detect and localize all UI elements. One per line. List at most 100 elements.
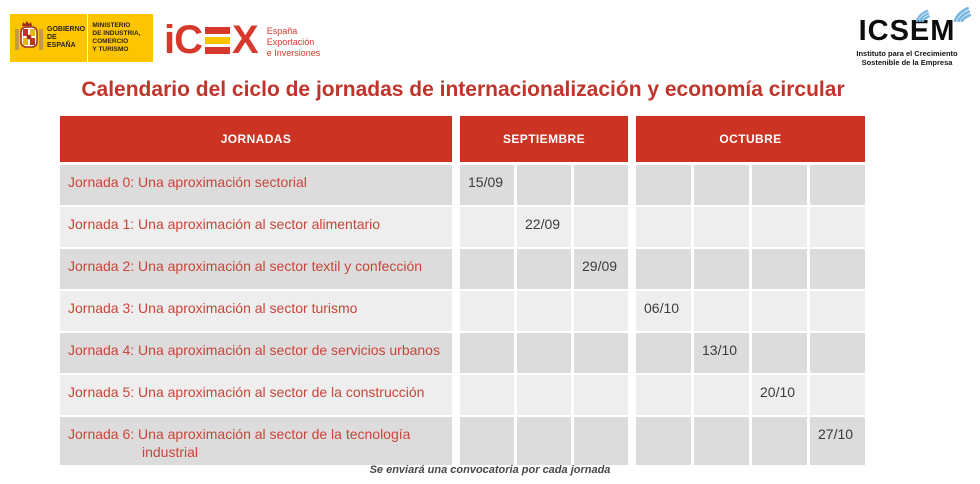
- date-cell: [636, 375, 691, 415]
- icex-tagline-line3: e Inversiones: [266, 48, 321, 58]
- date-cell: [460, 417, 514, 465]
- date-cell: [460, 375, 514, 415]
- date-cell: [694, 291, 749, 331]
- date-cell: [517, 249, 571, 289]
- icex-wordmark: iC X: [164, 18, 259, 62]
- jornada-label-text: Jornada 4: Una aproximación al sector de…: [68, 342, 440, 358]
- table-header-septiembre: SEPTIEMBRE: [460, 116, 628, 162]
- date-cell: [694, 375, 749, 415]
- jornada-label-text: Jornada 0: Una aproximación sectorial: [68, 174, 307, 190]
- icsem-subtitle: Instituto para el Crecimiento Sostenible…: [838, 49, 976, 67]
- icex-letter-x: X: [232, 18, 259, 62]
- jornada-label: Jornada 2: Una aproximación al sector te…: [60, 249, 452, 289]
- date-cell: [752, 165, 807, 205]
- date-cell: [752, 207, 807, 247]
- icex-logo: iC X España Exportación e Inversiones: [164, 18, 321, 62]
- jornada-label-text: Jornada 3: Una aproximación al sector tu…: [68, 300, 358, 316]
- spain-coat-of-arms-icon: [15, 21, 43, 50]
- date-cell: [636, 207, 691, 247]
- date-cell: [517, 417, 571, 465]
- icsem-logo: ICSEM Instituto para el Crecimiento Sost…: [838, 7, 976, 67]
- date-cell: [574, 165, 628, 205]
- table-row: Jornada 4: Una aproximación al sector de…: [60, 333, 865, 373]
- date-cell: 13/10: [694, 333, 749, 373]
- jornada-label-text: Jornada 1: Una aproximación al sector al…: [68, 216, 381, 232]
- icex-tagline-line2: Exportación: [266, 37, 315, 47]
- date-cell: 06/10: [636, 291, 691, 331]
- date-cell: [810, 165, 865, 205]
- date-cell: [694, 249, 749, 289]
- icsem-subtitle-line2: Sostenible de la Empresa: [861, 58, 953, 67]
- date-cell: 27/10: [810, 417, 865, 465]
- wing-icon: [954, 7, 972, 22]
- date-cell: 20/10: [752, 375, 807, 415]
- date-cell: [574, 333, 628, 373]
- icsem-wordmark: ICSEM: [858, 7, 972, 47]
- jornada-label: Jornada 1: Una aproximación al sector al…: [60, 207, 452, 247]
- date-cell: [810, 249, 865, 289]
- date-cell: [636, 165, 691, 205]
- date-cell: [694, 165, 749, 205]
- icex-flag-bars-icon: [205, 27, 230, 54]
- icex-tagline: España Exportación e Inversiones: [267, 26, 321, 59]
- date-cell: [810, 207, 865, 247]
- jornada-label: Jornada 4: Una aproximación al sector de…: [60, 333, 452, 373]
- table-header-row: JORNADAS SEPTIEMBRE OCTUBRE: [60, 116, 865, 162]
- date-cell: [460, 333, 514, 373]
- jornada-label-text: Jornada 6: Una aproximación al sector de…: [68, 426, 411, 460]
- table-row: Jornada 2: Una aproximación al sector te…: [60, 249, 865, 289]
- calendar-table: JORNADAS SEPTIEMBRE OCTUBRE Jornada 0: U…: [60, 116, 865, 467]
- table-row: Jornada 0: Una aproximación sectorial 15…: [60, 165, 865, 205]
- date-cell: [574, 417, 628, 465]
- jornada-label: Jornada 3: Una aproximación al sector tu…: [60, 291, 452, 331]
- jornada-label-text: Jornada 5: Una aproximación al sector de…: [68, 384, 425, 400]
- logo-divider: [87, 14, 89, 62]
- date-cell: [636, 417, 691, 465]
- date-cell: [636, 249, 691, 289]
- footer-note: Se enviará una convocatoria por cada jor…: [369, 464, 611, 476]
- table-header-jornadas: JORNADAS: [60, 116, 452, 162]
- date-cell: 22/09: [517, 207, 571, 247]
- date-cell: [574, 375, 628, 415]
- date-cell: [810, 333, 865, 373]
- icsem-subtitle-line1: Instituto para el Crecimiento: [856, 49, 958, 58]
- icex-tagline-line1: España: [266, 26, 298, 36]
- date-cell: 15/09: [460, 165, 514, 205]
- wing-icon: [915, 9, 930, 22]
- date-cell: [574, 291, 628, 331]
- date-cell: [517, 375, 571, 415]
- jornada-label: Jornada 0: Una aproximación sectorial: [60, 165, 452, 205]
- government-logo: GOBIERNO DE ESPAÑA MINISTERIO DE INDUSTR…: [10, 14, 153, 62]
- table-row: Jornada 3: Una aproximación al sector tu…: [60, 291, 865, 331]
- date-cell: [574, 207, 628, 247]
- date-cell: [517, 291, 571, 331]
- date-cell: [752, 291, 807, 331]
- date-cell: [460, 249, 514, 289]
- date-cell: [460, 291, 514, 331]
- table-header-octubre: OCTUBRE: [636, 116, 865, 162]
- page-title: Calendario del ciclo de jornadas de inte…: [81, 78, 845, 101]
- ministry-line2: DE INDUSTRIA, COMERCIO: [92, 30, 141, 45]
- table-row: Jornada 5: Una aproximación al sector de…: [60, 375, 865, 415]
- government-name-line2: DE ESPAÑA: [47, 34, 76, 49]
- table-row: Jornada 6: Una aproximación al sector de…: [60, 417, 865, 465]
- ministry-line3: Y TURISMO: [92, 46, 129, 53]
- date-cell: [517, 165, 571, 205]
- jornada-label: Jornada 5: Una aproximación al sector de…: [60, 375, 452, 415]
- ministry-line1: MINISTERIO: [92, 22, 131, 29]
- date-cell: 29/09: [574, 249, 628, 289]
- icex-letters-ic: iC: [164, 18, 203, 62]
- jornada-label: Jornada 6: Una aproximación al sector de…: [60, 417, 452, 465]
- date-cell: [694, 207, 749, 247]
- table-row: Jornada 1: Una aproximación al sector al…: [60, 207, 865, 247]
- date-cell: [810, 291, 865, 331]
- date-cell: [694, 417, 749, 465]
- date-cell: [752, 249, 807, 289]
- date-cell: [752, 417, 807, 465]
- date-cell: [460, 207, 514, 247]
- jornada-label-text: Jornada 2: Una aproximación al sector te…: [68, 258, 423, 274]
- government-name-line1: GOBIERNO: [47, 26, 86, 33]
- date-cell: [517, 333, 571, 373]
- icsem-letters: ICSEM: [858, 15, 956, 47]
- date-cell: [752, 333, 807, 373]
